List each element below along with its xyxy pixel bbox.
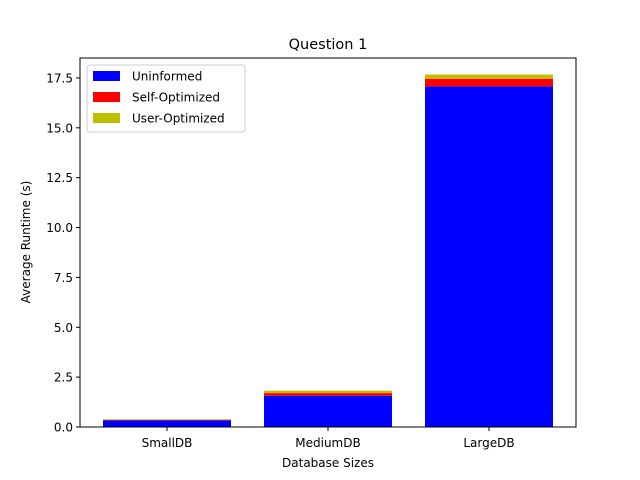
x-tick-label: SmallDB (142, 436, 193, 450)
x-axis-ticks: SmallDB MediumDB LargeDB (142, 427, 515, 450)
y-axis-label: Average Runtime (s) (19, 181, 33, 304)
y-tick-label: 2.5 (54, 371, 73, 385)
y-axis-ticks: 0.0 2.5 5.0 7.5 10.0 12.5 15.0 17.5 (46, 71, 80, 435)
legend-label: User-Optimized (132, 112, 225, 126)
bar-largedb-user-optimized (425, 74, 553, 79)
legend-swatch-self-optimized (93, 92, 120, 102)
x-tick-label: LargeDB (463, 436, 514, 450)
legend-label: Uninformed (132, 70, 202, 84)
bar-mediumdb-uninformed (264, 395, 392, 427)
y-tick-label: 0.0 (54, 421, 73, 435)
y-tick-label: 7.5 (54, 271, 73, 285)
legend: Uninformed Self-Optimized User-Optimized (86, 64, 246, 133)
x-tick-label: MediumDB (295, 436, 360, 450)
y-tick-label: 15.0 (46, 121, 73, 135)
legend-label: Self-Optimized (132, 91, 220, 105)
bar-smalldb-self-optimized (103, 419, 231, 421)
legend-swatch-uninformed (93, 71, 120, 81)
y-tick-label: 17.5 (46, 71, 73, 85)
bar-mediumdb-user-optimized (264, 390, 392, 394)
legend-box (86, 64, 246, 133)
bar-largedb-self-optimized (425, 78, 553, 87)
y-tick-label: 5.0 (54, 321, 73, 335)
y-tick-label: 10.0 (46, 221, 73, 235)
bar-largedb-uninformed (425, 86, 553, 427)
x-axis-label: Database Sizes (282, 456, 374, 470)
chart-title: Question 1 (289, 37, 368, 53)
bars-group (103, 74, 553, 427)
bar-smalldb-uninformed (103, 420, 231, 427)
bar-smalldb-user-optimized (103, 419, 231, 420)
y-tick-label: 12.5 (46, 171, 73, 185)
bar-mediumdb-self-optimized (264, 393, 392, 396)
legend-swatch-user-optimized (93, 113, 120, 123)
